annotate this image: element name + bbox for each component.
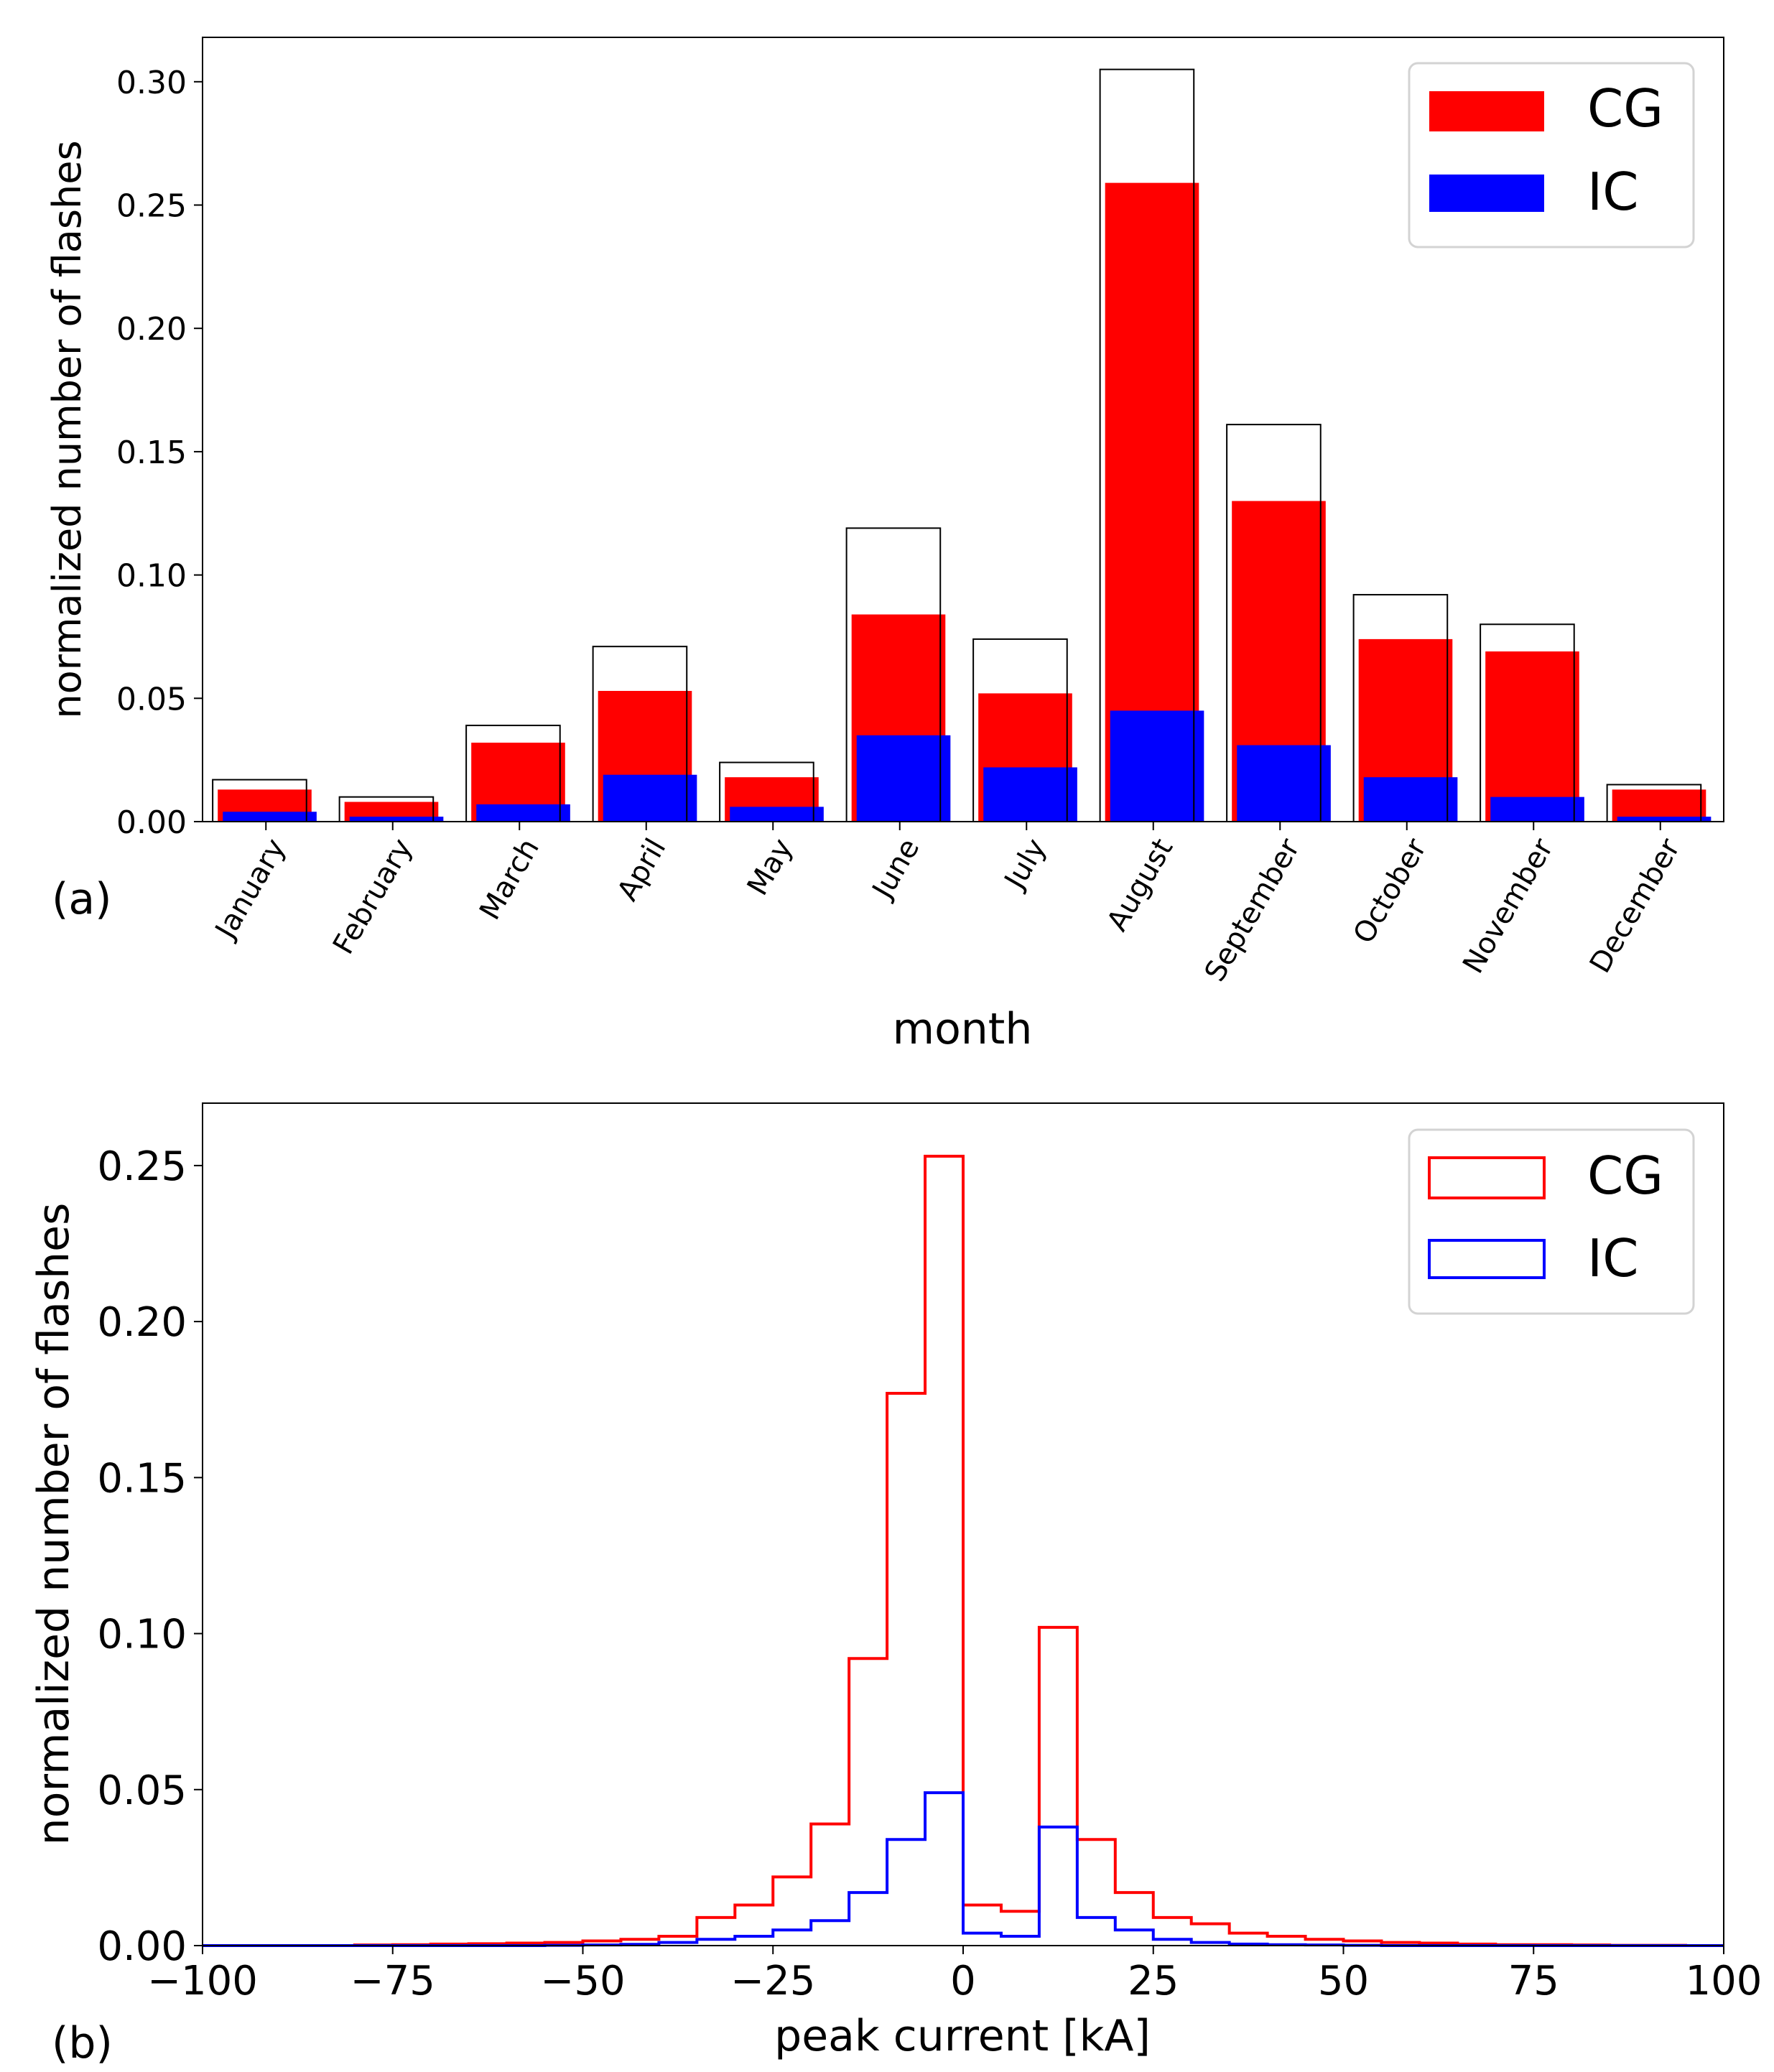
panel-b-legend-cg-swatch [1428, 1156, 1546, 1199]
panel-b-legend-ic-swatch [1428, 1239, 1546, 1279]
bar-ic-july [983, 767, 1077, 822]
panel-a-legend-ic-swatch [1429, 175, 1544, 212]
b-xtick-label: −100 [147, 1958, 258, 2004]
step-line-ic [203, 1791, 1724, 1947]
a-xtick-label-june: June [865, 833, 927, 906]
a-xtick-label-february: February [327, 833, 419, 960]
b-ytick-label: 0.05 [97, 1767, 187, 1814]
panel-a-legend-ic-label: IC [1587, 162, 1639, 222]
panel-a-plot-frame [202, 37, 1724, 822]
bar-ic-april [603, 774, 697, 822]
panel-b-legend: CG IC [1408, 1128, 1695, 1315]
b-xtick-label: 100 [1686, 1958, 1763, 2004]
b-xtick-label: 25 [1128, 1958, 1179, 2004]
a-xtick-label-july: July [998, 833, 1053, 896]
panel-b-x-axis-label: peak current [kA] [774, 2011, 1151, 2061]
panel-b-y-axis: 0.00 0.05 0.10 0.15 0.20 0.25 [97, 1143, 203, 1970]
panel-a-y-axis: 0.00 0.05 0.10 0.15 0.20 0.25 0.30 [116, 65, 203, 841]
a-xtick-label-december: December [1584, 833, 1687, 979]
b-ytick-label: 0.15 [97, 1455, 187, 1502]
panel-b-x-axis: −100 −75 −50 −25 0 25 50 75 100 [147, 1946, 1762, 2004]
panel-a-legend: CG IC [1408, 62, 1695, 248]
a-ytick-label: 0.30 [116, 65, 187, 101]
panel-a-y-axis-label: normalized number of flashes [45, 140, 90, 718]
b-xtick-label: −75 [350, 1958, 435, 2004]
bar-cg-november [1485, 651, 1579, 822]
bar-ic-september [1237, 745, 1331, 822]
b-xtick-label: −50 [540, 1958, 625, 2004]
b-ytick-label: 0.25 [97, 1143, 187, 1190]
bar-ic-february [349, 817, 444, 822]
b-xtick-label: −25 [730, 1958, 815, 2004]
a-ytick-label: 0.20 [116, 311, 187, 348]
bar-ic-december [1617, 817, 1712, 822]
bar-ic-august [1110, 710, 1204, 822]
panel-a-x-axis: January February March April May June July Augu… [208, 822, 1687, 987]
b-ytick-label: 0.20 [97, 1299, 187, 1346]
a-ytick-label: 0.05 [116, 681, 187, 717]
panel-a-legend-cg-swatch [1429, 91, 1544, 131]
panel-a-label: (a) [52, 874, 112, 924]
panel-b-legend-cg-label: CG [1587, 1146, 1663, 1206]
b-xtick-label: 75 [1508, 1958, 1559, 2004]
panel-b-y-axis-label: normalized number of flashes [29, 1203, 79, 1846]
bar-ic-may [730, 807, 824, 822]
bar-ic-october [1363, 777, 1458, 822]
a-xtick-label-march: March [473, 833, 546, 926]
a-ytick-label: 0.25 [116, 188, 187, 225]
panel-b-legend-frame [1408, 1128, 1695, 1315]
a-xtick-label-august: August [1101, 833, 1180, 937]
bar-cg-december [1612, 789, 1706, 822]
bar-ic-june [856, 735, 951, 822]
bar-ic-november [1490, 796, 1584, 822]
a-xtick-label-september: September [1199, 833, 1307, 988]
a-xtick-label-may: May [741, 833, 799, 901]
panel-b-legend-ic-label: IC [1587, 1228, 1639, 1288]
bar-ic-march [476, 804, 570, 822]
panel-b-label: (b) [52, 2018, 113, 2068]
a-ytick-label: 0.00 [116, 804, 187, 841]
b-xtick-label: 50 [1318, 1958, 1369, 2004]
b-ytick-label: 0.10 [97, 1612, 187, 1658]
panel-a-monthly-bar-chart: 0.00 0.05 0.10 0.15 0.20 0.25 0.30 January Febr… [45, 37, 1724, 1054]
a-ytick-label: 0.10 [116, 558, 187, 595]
a-xtick-label-october: October [1347, 833, 1434, 949]
a-xtick-label-january: January [208, 833, 292, 946]
a-xtick-label-november: November [1457, 833, 1560, 980]
a-xtick-label-april: April [611, 833, 673, 906]
panel-a-x-axis-label: month [893, 1004, 1033, 1054]
b-xtick-label: 0 [950, 1958, 976, 2004]
bar-ic-january [223, 812, 317, 822]
panel-b-peak-current-histogram: 0.00 0.05 0.10 0.15 0.20 0.25 −100 −75 −50 −25 0 2… [29, 1102, 1762, 2068]
a-ytick-label: 0.15 [116, 435, 187, 471]
b-ytick-label: 0.00 [97, 1923, 187, 1970]
panel-a-legend-cg-label: CG [1587, 78, 1663, 139]
